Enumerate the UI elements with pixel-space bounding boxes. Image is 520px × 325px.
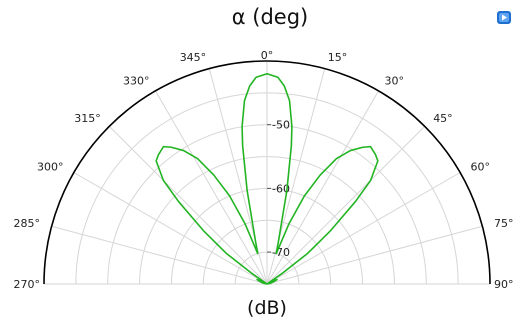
grid-spoke bbox=[266, 125, 426, 285]
angular-tick-label: 90° bbox=[494, 278, 514, 291]
angular-tick-label: 0° bbox=[261, 49, 274, 62]
angular-tick-label: 45° bbox=[433, 112, 453, 125]
grid-spoke bbox=[108, 125, 268, 285]
outer-arc bbox=[43, 60, 491, 285]
radial-tick-label: -70 bbox=[272, 246, 290, 259]
angular-tick-label: 345° bbox=[180, 51, 207, 64]
grid-arc bbox=[202, 220, 332, 285]
grid-spoke bbox=[51, 225, 268, 285]
angular-tick-label: 300° bbox=[37, 161, 64, 174]
series-layer bbox=[155, 72, 379, 285]
angular-tick-labels: 270° 285° 300° 315° 330° 345° 0° 15° 30° 45° 60° 75… bbox=[14, 49, 514, 291]
radial-tick-labels: -50 -60 -70 bbox=[267, 119, 290, 259]
angular-tick-label: 60° bbox=[471, 161, 491, 174]
grid-spoke bbox=[155, 90, 268, 285]
chart-title: α (deg) bbox=[232, 5, 308, 29]
grid-spoke bbox=[266, 172, 461, 285]
grid-spoke bbox=[266, 225, 483, 285]
grid-arc bbox=[139, 156, 395, 285]
grid-spoke bbox=[266, 90, 379, 285]
radial-unit-label: (dB) bbox=[247, 297, 287, 319]
radial-tick-label: -60 bbox=[272, 182, 290, 195]
grid-arc bbox=[75, 92, 459, 285]
radial-tick-label: -50 bbox=[272, 119, 290, 132]
angular-tick-label: 75° bbox=[494, 217, 514, 230]
angular-tick-label: 285° bbox=[14, 217, 41, 230]
comsol-logo-icon[interactable] bbox=[497, 11, 511, 24]
angular-tick-label: 315° bbox=[74, 112, 101, 125]
polar-grid bbox=[43, 60, 491, 285]
angular-tick-label: 30° bbox=[385, 75, 405, 88]
angular-tick-label: 330° bbox=[123, 75, 150, 88]
grid-spoke bbox=[73, 172, 268, 285]
angular-tick-label: 15° bbox=[328, 51, 348, 64]
grid-spoke bbox=[208, 68, 268, 285]
angular-tick-label: 270° bbox=[14, 278, 41, 291]
series-line bbox=[155, 72, 379, 285]
